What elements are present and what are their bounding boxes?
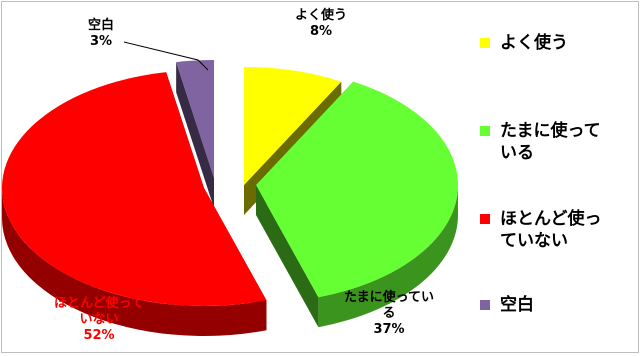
- data-label-空白: 空白 3%: [76, 18, 126, 50]
- data-label-line: 37%: [373, 322, 405, 337]
- pie-slice-よく使う: [244, 67, 342, 185]
- data-label-line: いない: [79, 312, 119, 327]
- legend-label-line: たまに使って: [500, 121, 601, 141]
- data-label-ほとんど使っていない: ほとんど使って いない 52%: [14, 296, 184, 344]
- pie-slice-rim-ほとんど使っていない-0: [2, 188, 267, 336]
- data-label-たまに使っている: たまに使っている 37%: [324, 290, 454, 338]
- data-label-line: たまに使ってい: [344, 290, 434, 305]
- leader-line: [123, 41, 209, 71]
- legend-label: よく使う: [500, 32, 640, 54]
- legend-label-line: ほとんど使っ: [500, 209, 602, 229]
- data-label-line: よく使う: [294, 8, 347, 23]
- legend-swatch: [480, 300, 490, 310]
- pie-slice-side-3-0: [176, 62, 214, 208]
- legend-swatch: [480, 214, 490, 224]
- data-label-line: 空白: [87, 18, 114, 33]
- pie-slice-side-1-1: [256, 185, 319, 328]
- legend-label-line: いる: [500, 143, 534, 163]
- pie-slice-空白: [176, 60, 214, 178]
- data-label-line: ほとんど使って: [54, 296, 144, 311]
- data-label-line: 52%: [83, 328, 115, 343]
- legend-swatch: [480, 126, 490, 136]
- legend-label-line: ていない: [500, 231, 568, 251]
- pie-slice-たまに使っている: [256, 81, 459, 298]
- legend-label-line: 空白: [500, 295, 534, 315]
- pie-slice-ほとんど使っていない: [2, 72, 267, 306]
- legend-swatch: [480, 38, 490, 48]
- pie-slice-rim-たまに使っている-0: [318, 185, 458, 328]
- legend-label-line: よく使う: [500, 33, 568, 53]
- legend-label: ほとんど使っ ていない: [500, 208, 640, 252]
- data-label-line: 3%: [89, 34, 113, 49]
- data-label-よく使う: よく使う 8%: [286, 8, 356, 40]
- data-label-line: る: [382, 306, 396, 321]
- legend-label: 空白: [500, 294, 640, 316]
- data-label-line: 8%: [309, 24, 333, 39]
- legend-label: たまに使って いる: [500, 120, 640, 164]
